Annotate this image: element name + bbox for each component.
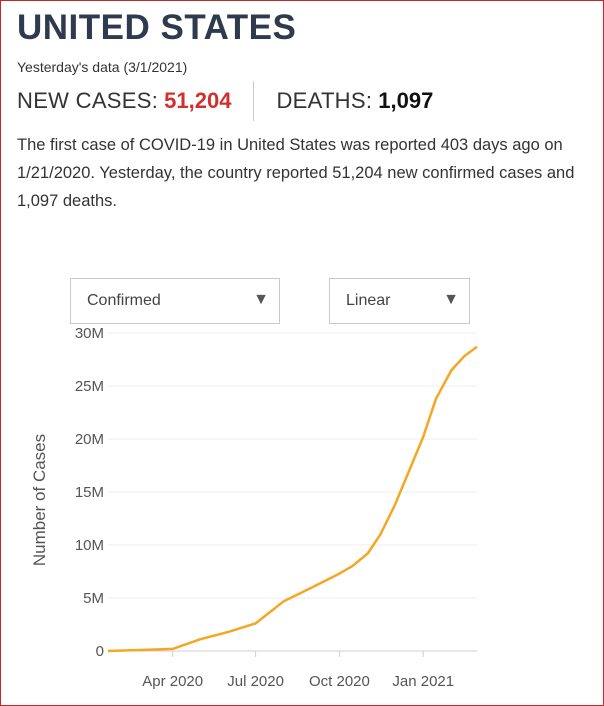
tick-layer: 0 5M 10M 15M 20M 25M 30M Apr 2020 Jul 2020 Oct 20… [75,325,454,690]
scale-select-value: Linear [346,292,391,309]
summary-text-2: in [215,136,238,154]
x-tick-label: Apr 2020 [142,673,203,690]
metric-select-value: Confirmed [87,292,161,309]
stats-divider [253,81,255,121]
y-tick-label: 0 [96,643,104,660]
summary-paragraph: The first case of COVID-19 in United Sta… [17,131,597,215]
dropdown-arrow-icon: ▼ [253,291,269,308]
cases-chart: Number of Cases 0 5M 10M 15M 20M 25M 30M Apr 20… [30,325,478,690]
y-axis-label: Number of Cases [30,434,49,566]
x-tick-label: Jul 2020 [227,673,284,690]
data-date: Yesterday's data (3/1/2021) [17,59,188,75]
new-cases-label: NEW CASES: [17,88,159,113]
summary-text-1: The first case of [17,136,139,154]
new-cases-value: 51,204 [164,88,232,113]
y-tick-label: 20M [75,431,104,448]
deaths-label: DEATHS: [276,88,373,113]
deaths-value: 1,097 [378,88,434,113]
x-tick-label: Jan 2021 [392,673,454,690]
series-line-confirmed [107,345,478,653]
page-title: UNITED STATES [17,8,297,47]
summary-covid: COVID-19 [138,136,216,154]
y-tick-label: 15M [75,484,104,501]
summary-country: United States [237,136,337,154]
metric-select[interactable]: Confirmed ▼ [70,278,280,324]
scale-select[interactable]: Linear ▼ [329,278,470,324]
x-tick-label: Oct 2020 [309,673,370,690]
grid-layer [108,332,477,652]
summary-text-3: was reported 403 days ago on 1/21/2020. … [17,136,575,210]
y-tick-label: 5M [83,590,104,607]
y-tick-label: 10M [75,537,104,554]
y-tick-label: 25M [75,378,104,395]
dropdown-arrow-icon: ▼ [443,291,459,308]
y-tick-label: 30M [75,325,104,342]
stats-row: NEW CASES: 51,204 DEATHS: 1,097 [17,81,434,121]
